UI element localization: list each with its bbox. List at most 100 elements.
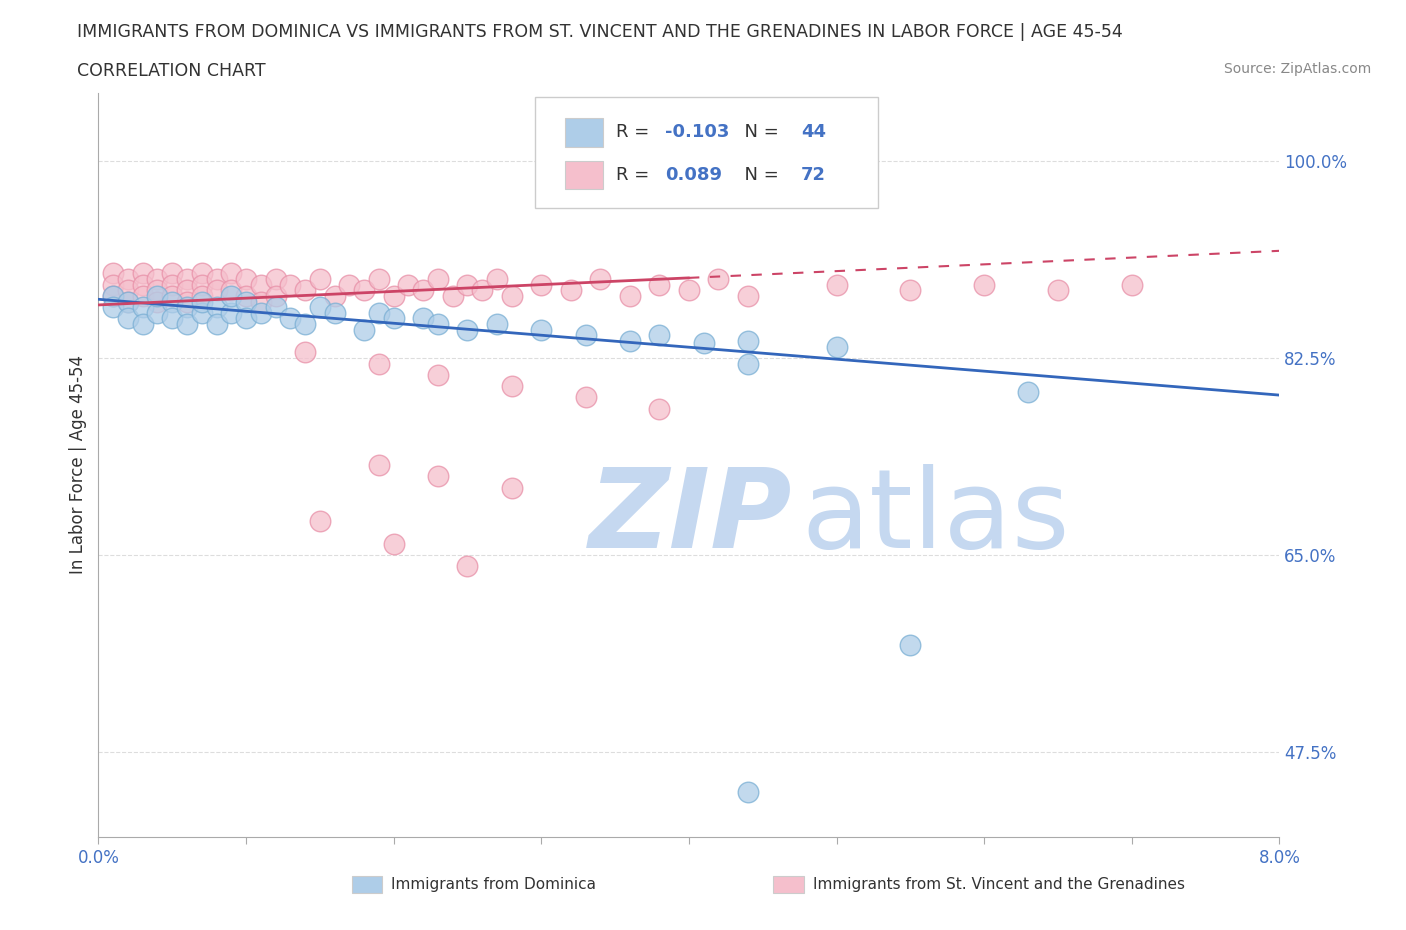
Point — [221, 283, 243, 298]
Point — [309, 299, 332, 314]
Point — [339, 277, 361, 292]
Point — [309, 272, 332, 286]
Point — [103, 299, 125, 314]
Point — [398, 277, 420, 292]
Point — [162, 266, 183, 281]
Point — [146, 283, 169, 298]
Point — [103, 266, 125, 281]
Point — [382, 311, 405, 325]
Point — [132, 288, 155, 303]
Point — [825, 277, 848, 292]
Point — [427, 367, 450, 382]
Point — [250, 305, 273, 320]
Point — [368, 272, 391, 286]
Point — [162, 288, 183, 303]
Point — [132, 266, 155, 281]
Point — [117, 272, 139, 286]
Point — [294, 316, 316, 331]
Point — [132, 277, 155, 292]
Text: N =: N = — [733, 124, 785, 141]
Text: 72: 72 — [801, 166, 827, 184]
Point — [471, 283, 494, 298]
Point — [825, 339, 848, 354]
Point — [191, 294, 214, 309]
Point — [382, 288, 405, 303]
Point — [221, 305, 243, 320]
Point — [737, 288, 759, 303]
Point — [619, 334, 641, 349]
Point — [501, 288, 523, 303]
Point — [221, 288, 243, 303]
Point — [235, 294, 257, 309]
Point — [353, 323, 375, 338]
Point — [589, 272, 612, 286]
Point — [132, 299, 155, 314]
Point — [250, 277, 273, 292]
Point — [176, 283, 198, 298]
Point — [146, 305, 169, 320]
Point — [117, 283, 139, 298]
Point — [117, 311, 139, 325]
Point — [575, 390, 598, 405]
Point — [737, 785, 759, 800]
Point — [264, 272, 287, 286]
Text: N =: N = — [733, 166, 785, 184]
Point — [146, 288, 169, 303]
Point — [264, 299, 287, 314]
Text: 44: 44 — [801, 124, 827, 141]
Point — [176, 316, 198, 331]
Point — [132, 316, 155, 331]
Point — [648, 277, 671, 292]
Point — [900, 638, 922, 653]
Point — [575, 328, 598, 343]
Point — [353, 283, 375, 298]
Point — [221, 266, 243, 281]
Point — [1018, 384, 1040, 399]
Point — [294, 345, 316, 360]
Point — [103, 288, 125, 303]
Point — [264, 288, 287, 303]
Point — [205, 272, 228, 286]
Point — [235, 288, 257, 303]
Point — [412, 283, 434, 298]
Point — [560, 283, 582, 298]
FancyBboxPatch shape — [565, 161, 603, 189]
Point — [323, 305, 346, 320]
Point — [441, 288, 464, 303]
Point — [693, 336, 716, 351]
Point — [294, 283, 316, 298]
Point — [250, 294, 273, 309]
Y-axis label: In Labor Force | Age 45-54: In Labor Force | Age 45-54 — [69, 355, 87, 575]
Point — [191, 277, 214, 292]
Text: R =: R = — [616, 166, 655, 184]
Point — [309, 514, 332, 529]
Point — [103, 277, 125, 292]
Point — [900, 283, 922, 298]
Point — [368, 356, 391, 371]
Point — [162, 311, 183, 325]
Point — [486, 316, 509, 331]
FancyBboxPatch shape — [536, 97, 877, 208]
Text: Source: ZipAtlas.com: Source: ZipAtlas.com — [1223, 62, 1371, 76]
Point — [530, 277, 553, 292]
Point — [1121, 277, 1143, 292]
Point — [501, 379, 523, 393]
Point — [412, 311, 434, 325]
Point — [457, 559, 479, 574]
Text: Immigrants from Dominica: Immigrants from Dominica — [391, 877, 596, 892]
Text: R =: R = — [616, 124, 655, 141]
Point — [146, 272, 169, 286]
Point — [1046, 283, 1070, 298]
Point — [737, 334, 759, 349]
Point — [501, 480, 523, 495]
Point — [323, 288, 346, 303]
Point — [103, 288, 125, 303]
Point — [280, 277, 302, 292]
Point — [205, 299, 228, 314]
Point — [235, 311, 257, 325]
Point — [707, 272, 730, 286]
Point — [368, 305, 391, 320]
Point — [382, 537, 405, 551]
Text: 0.089: 0.089 — [665, 166, 723, 184]
Point — [427, 316, 450, 331]
